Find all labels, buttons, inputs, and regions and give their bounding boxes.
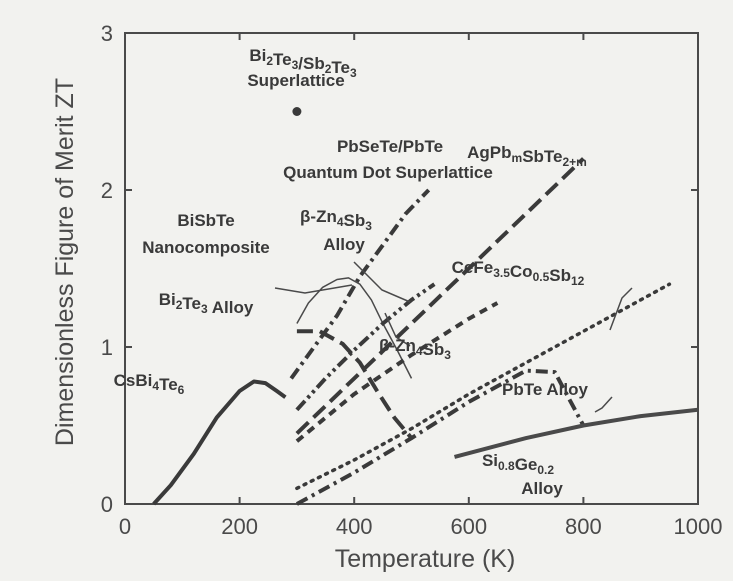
series-si0-8ge0-2-alloy — [453, 407, 699, 459]
series-zn4sb3 — [295, 301, 499, 443]
points-group — [292, 107, 302, 116]
point-bi2te3-sb2te3-superlattice — [292, 107, 302, 116]
x-tick-label: 0 — [119, 514, 131, 539]
series-bisbte-nanocomposite — [296, 277, 413, 379]
series-group — [152, 157, 699, 506]
y-tick-label: 0 — [101, 492, 113, 517]
plot-frame — [124, 32, 699, 505]
annotation-bi2te3-sb2te3-line2: Superlattice — [247, 71, 344, 90]
series-pbsete-pbte-quantum-dot-superlattice — [289, 188, 431, 380]
x-tick-label: 200 — [221, 514, 258, 539]
annotation-agpbmsbte2-m: AgPbmSbTe2+m — [467, 143, 587, 169]
annotation-bisbte-line2: Nanocomposite — [142, 238, 270, 257]
annotation-pbte-alloy: PbTe Alloy — [502, 380, 589, 399]
axes — [124, 32, 699, 505]
ticks: 0 200 400 600 800 1000 0 1 2 3 — [101, 21, 723, 539]
leader-line — [594, 396, 613, 413]
annotation-zn4sb3: β-Zn4Sb3 — [379, 336, 451, 362]
annotation-pbsete-pbte: PbSeTe/PbTe — [337, 137, 443, 156]
x-tick-label: 400 — [336, 514, 373, 539]
series-csbi4te6 — [152, 379, 287, 506]
leader-lines — [274, 261, 633, 413]
annotation-pbsete-pbte-line2: Quantum Dot Superlattice — [283, 163, 493, 182]
x-tick-label: 800 — [565, 514, 602, 539]
annotation-bi2te3-sb2te3: Bi2Te3/Sb2Te3 — [249, 46, 357, 80]
annotation-bisbte: BiSbTe — [177, 211, 234, 230]
series-cefe3-5co0-5sb12 — [295, 282, 672, 491]
leader-line — [609, 287, 633, 331]
annotation-bi2te3-alloy: Bi2Te3 Alloy — [159, 290, 254, 317]
annotation-csbi4te6: CsBi4Te6 — [114, 371, 185, 397]
series-pbte-alloy — [295, 368, 586, 506]
x-tick-label: 600 — [450, 514, 487, 539]
x-tick-label: 1000 — [674, 514, 723, 539]
x-axis-title: Temperature (K) — [335, 545, 516, 573]
y-tick-label: 2 — [101, 178, 113, 203]
series-agpbmsbte2-m — [295, 157, 585, 435]
leader-line — [274, 284, 353, 294]
series-zn4sb3-alloy — [295, 282, 436, 412]
annotation-zn4sb3-line2: Alloy — [323, 235, 365, 254]
leader-line — [353, 261, 411, 303]
y-axis-title: Dimensionless Figure of Merit ZT — [51, 78, 79, 446]
y-tick-label: 3 — [101, 21, 113, 46]
y-tick-label: 1 — [101, 335, 113, 360]
series-bi2te3-alloy — [296, 329, 414, 440]
annotation-si0-8ge0-2-line2: Alloy — [521, 479, 563, 498]
annotation-si0-8ge0-2: Si0.8Ge0.2 — [482, 451, 554, 477]
annotation-zn4sb3: β-Zn4Sb3 — [300, 207, 372, 233]
annotation-cefe3-5co0-5sb12: CeFe3.5Co0.5Sb12 — [452, 258, 585, 288]
leader-line — [384, 312, 411, 347]
